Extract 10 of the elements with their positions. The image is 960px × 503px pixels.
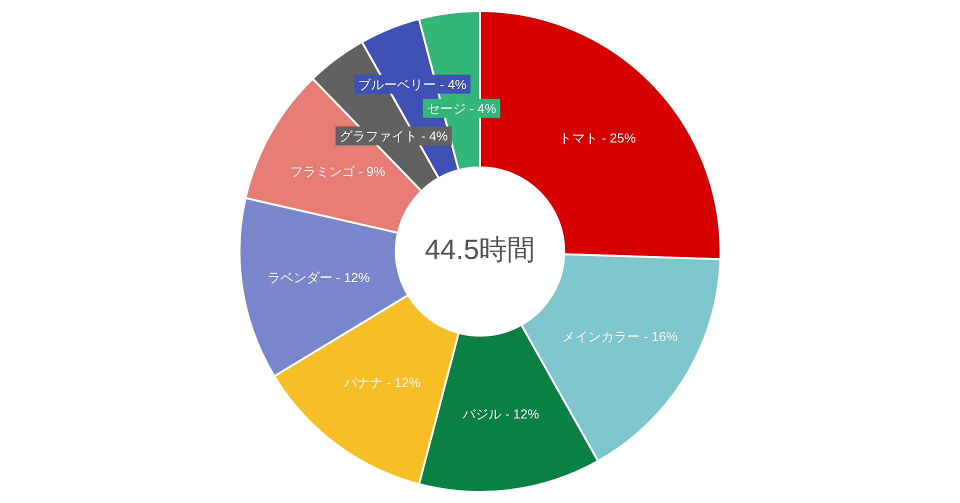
slice-label: ブルーベリー - 4% — [358, 76, 467, 92]
slice-label: トマト - 25% — [559, 130, 636, 146]
slice-label: バナナ - 12% — [342, 375, 421, 390]
slice-label: ラベンダー - 12% — [267, 270, 370, 286]
slice-label: グラファイト - 4% — [340, 128, 448, 144]
slice-label: バジル - 12% — [462, 406, 540, 422]
slice-label: フラミンゴ - 9% — [290, 164, 386, 179]
text: 44.5時間 — [424, 234, 536, 266]
slice-label: セージ - 4% — [426, 100, 497, 116]
slice-label: メインカラー - 16% — [562, 328, 678, 344]
